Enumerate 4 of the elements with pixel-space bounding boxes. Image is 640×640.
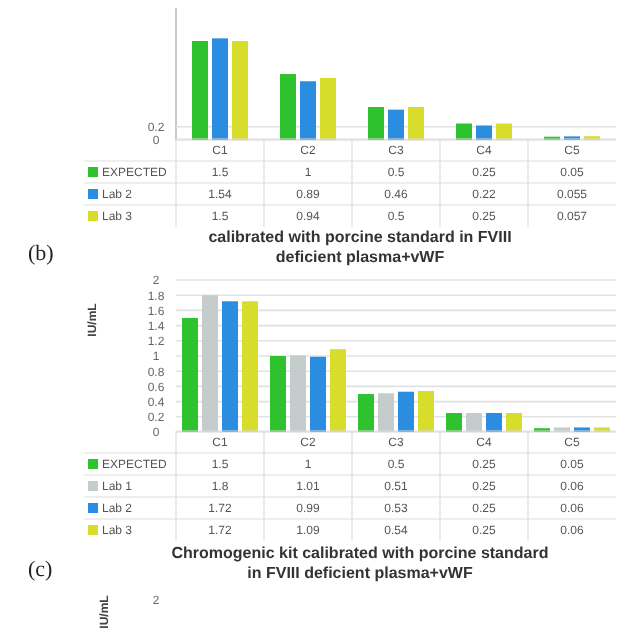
text: Chromogenic kit calibrated with porcine standard in FVIII deficient plasma+vWF	[171, 544, 549, 582]
chart-title: calibrated with porcine standard in FVIII deficient plasma+vWF	[208, 228, 512, 266]
text: (c)	[28, 558, 54, 582]
text: (b)	[28, 242, 55, 266]
